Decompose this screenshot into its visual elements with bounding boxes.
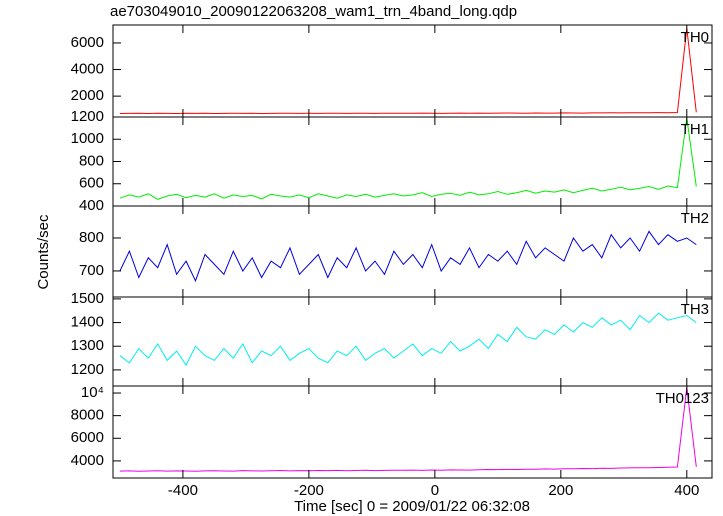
- panel-frame: [112, 116, 713, 207]
- panel-label: TH0123: [656, 390, 709, 407]
- y-tick-label: 4000: [71, 61, 104, 78]
- y-tick-label: 10⁴: [81, 384, 104, 401]
- y-tick-label: 1400: [71, 314, 104, 331]
- light-curve: [119, 312, 697, 367]
- light-curve: [119, 28, 697, 115]
- y-tick-label: 1200: [71, 108, 104, 125]
- x-tick-label: 200: [548, 482, 573, 499]
- y-axis-label: Counts/sec: [35, 214, 52, 290]
- x-tick-label: -400: [168, 482, 198, 499]
- light-curve: [119, 230, 697, 283]
- y-tick-label: 8000: [71, 407, 104, 424]
- panel-frame: [112, 296, 713, 387]
- chart-title: ae703049010_20090122063208_wam1_trn_4ban…: [110, 3, 517, 20]
- panel-label: TH1: [681, 121, 709, 138]
- panel-label: TH2: [681, 210, 709, 227]
- panel-label: TH3: [681, 301, 709, 318]
- y-tick-label: 1000: [71, 130, 104, 147]
- y-tick-label: 2000: [71, 87, 104, 104]
- light-curve: [119, 387, 697, 472]
- y-tick-label: 1300: [71, 337, 104, 354]
- x-tick-label: 400: [674, 482, 699, 499]
- y-tick-label: 800: [79, 229, 104, 246]
- light-curve: [119, 118, 697, 200]
- panel-frame: [112, 385, 713, 479]
- x-tick-label: 0: [431, 482, 439, 499]
- y-tick-label: 700: [79, 262, 104, 279]
- y-tick-label: 400: [79, 197, 104, 214]
- y-tick-label: 6000: [71, 34, 104, 51]
- y-tick-label: 800: [79, 152, 104, 169]
- panel-label: TH0: [681, 29, 709, 46]
- panel-frame: [112, 24, 713, 118]
- y-tick-label: 600: [79, 175, 104, 192]
- x-tick-label: -200: [294, 482, 324, 499]
- y-tick-label: 4000: [71, 452, 104, 469]
- y-tick-label: 6000: [71, 429, 104, 446]
- panel-frame: [112, 205, 713, 298]
- x-axis-label: Time [sec] 0 = 2009/01/22 06:32:08: [294, 498, 530, 515]
- y-tick-label: 1500: [71, 290, 104, 307]
- y-tick-label: 1200: [71, 361, 104, 378]
